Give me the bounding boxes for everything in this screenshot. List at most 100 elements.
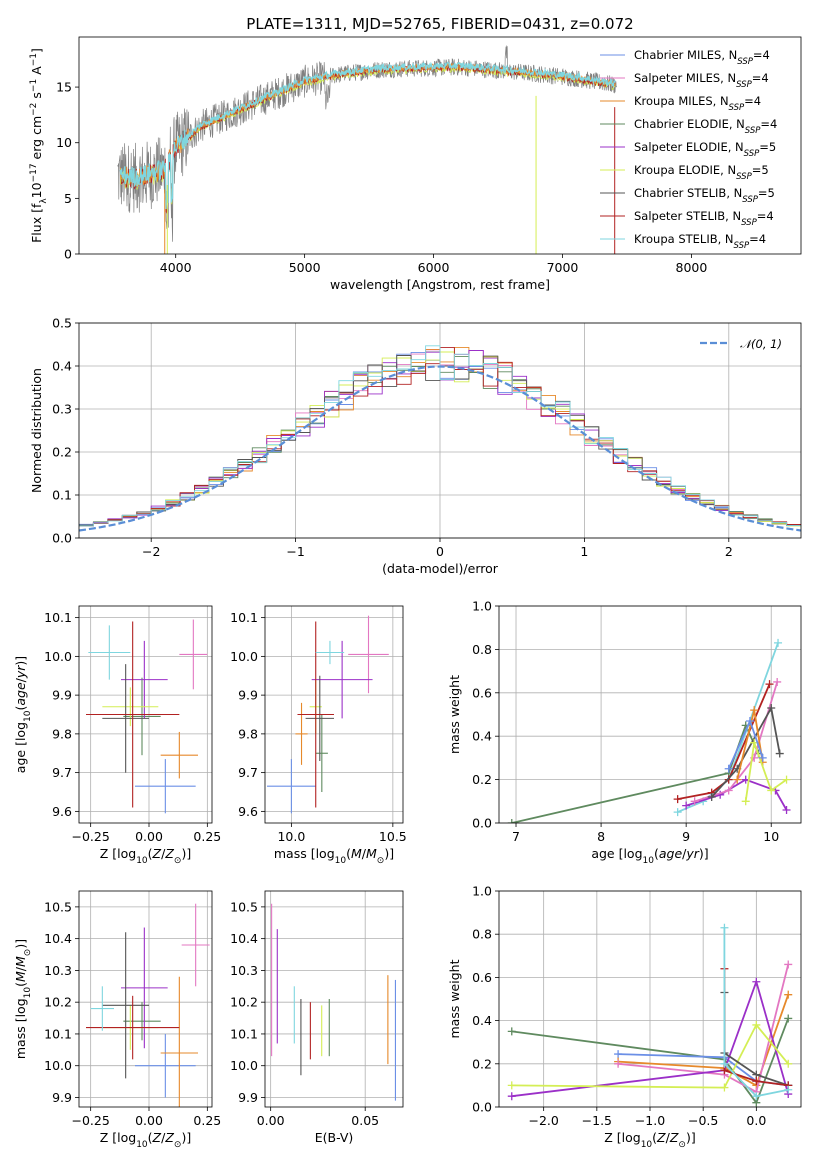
y-tick-label: 9.9: [52, 688, 72, 703]
weight-marker-kroupa_stelib: [673, 808, 682, 817]
y-tick-label: 1.0: [472, 599, 492, 614]
y-tick-label: 10.1: [44, 610, 72, 625]
y-tick-label: 9.8: [238, 726, 258, 741]
y-tick-label: 0.2: [472, 1056, 492, 1071]
x-tick-label: −0.5: [688, 1113, 718, 1128]
plot-area-residuals: [79, 345, 801, 532]
x-tick-label: 0.05: [351, 1113, 379, 1128]
weight-marker-kroupa_elodie: [782, 775, 791, 784]
residual-legend: 𝒩(0, 1): [700, 337, 782, 351]
y-tick-label: 9.7: [52, 765, 72, 780]
x-axis-label: wavelength [Angstrom, rest frame]: [330, 277, 550, 292]
weight-marker-kroupa_stelib: [752, 1092, 761, 1101]
y-tick-label: 10.2: [230, 995, 258, 1010]
weight-line-chabrier_elodie: [511, 723, 760, 823]
axes-frame: [264, 605, 404, 824]
weight-marker-salpeter_stelib: [752, 1077, 761, 1086]
y-tick-label: 1.0: [472, 884, 492, 899]
plot-area-z_age: [86, 619, 208, 814]
y-axis-label: Normed distribution: [29, 368, 44, 493]
x-tick-label: −1.0: [635, 1113, 665, 1128]
axes-frame: [498, 890, 802, 1108]
legend-label: Kroupa STELIB, NSSP=4: [634, 232, 766, 251]
weight-line-kroupa_elodie: [744, 742, 788, 802]
x-axis-label: (data-model)/error: [382, 561, 499, 576]
weight-marker-kroupa_elodie: [784, 1059, 793, 1068]
y-tick-label: 0.2: [472, 772, 492, 787]
weight-marker-kroupa_stelib: [784, 1085, 793, 1094]
legend-label: Chabrier ELODIE, NSSP=4: [634, 117, 777, 136]
x-tick-label: −1.5: [582, 1113, 612, 1128]
weight-marker-chabrier_elodie: [784, 1014, 793, 1023]
weight-marker-kroupa_elodie: [752, 1020, 761, 1029]
y-tick-label: 9.9: [238, 688, 258, 703]
weight-marker-kroupa_miles: [733, 775, 742, 784]
weight-marker-chabrier_miles: [745, 717, 754, 726]
x-axis-label: Z [log10(Z/Z⊙)]: [100, 846, 192, 866]
panel-z_mass: −0.25 0.00 0.25 9.9 10.0 10.1 10.2 10.3 10.4 10.5…: [13, 890, 221, 1150]
x-tick-label: 8000: [676, 260, 708, 275]
panel-z_age: −0.25 0.00 0.25 9.6 9.7 9.8 9.9 10.0 10.1 Z [log1…: [13, 605, 221, 866]
plot-area-age_weight: [507, 638, 791, 823]
weight-marker-chabrier_miles: [758, 753, 767, 762]
x-tick-label: −2.0: [528, 1113, 558, 1128]
axes-frame: [264, 890, 404, 1108]
weight-marker-kroupa_elodie: [507, 1081, 516, 1090]
y-tick-label: 0.0: [52, 531, 72, 546]
y-axis-label: mass weight: [447, 675, 462, 754]
y-axis-label: mass weight: [447, 959, 462, 1038]
weight-marker-kroupa_stelib: [720, 923, 729, 932]
y-tick-label: 0.6: [472, 685, 492, 700]
x-tick-label: 6000: [418, 260, 450, 275]
y-tick-label: 9.7: [238, 765, 258, 780]
x-tick-label: −0.25: [72, 829, 110, 844]
weight-line-chabrier_stelib: [711, 705, 781, 798]
panel-ebv_mass: 0.00 0.05 9.9 10.0 10.1 10.2 10.3 10.4 10.5 E(B-V…: [230, 890, 404, 1145]
weight-marker-kroupa_miles: [784, 990, 793, 999]
axes-frame: [78, 890, 213, 1108]
y-tick-label: 9.9: [238, 1090, 258, 1105]
weight-marker-salpeter_miles: [690, 797, 699, 806]
plot-area-ebv_mass: [271, 903, 396, 1101]
weight-marker-salpeter_miles: [614, 1059, 623, 1068]
weight-marker-kroupa_stelib: [774, 638, 783, 647]
y-tick-label: 9.6: [52, 804, 72, 819]
x-axis-label: mass [log10(M/M⊙)]: [274, 846, 394, 866]
weight-marker-salpeter_miles: [724, 786, 733, 795]
legend-label: Kroupa ELODIE, NSSP=5: [634, 163, 769, 182]
x-tick-label: 0.00: [135, 829, 163, 844]
weight-line-salpeter_elodie: [511, 978, 790, 1098]
x-tick-label: 5000: [289, 260, 321, 275]
y-tick-label: 9.9: [52, 1090, 72, 1105]
weight-line-salpeter_miles: [618, 964, 790, 1094]
x-tick-label: 0.25: [193, 1113, 221, 1128]
panel-mass_age: 10.0 10.5 9.6 9.7 9.8 9.9 10.0 10.1 mass [log10(…: [230, 605, 407, 866]
y-tick-label: 10.0: [44, 1058, 72, 1073]
plot-area-z_weight: [507, 923, 793, 1107]
weight-marker-kroupa_miles: [750, 706, 759, 715]
legend-label: Chabrier MILES, NSSP=4: [634, 48, 770, 67]
x-tick-label: 10.5: [379, 829, 407, 844]
weight-line-kroupa_elodie: [511, 1023, 789, 1089]
axes-frame: [498, 605, 802, 824]
model-spectrum-kroupa_stelib: [119, 61, 616, 210]
y-tick-label: 0.8: [472, 642, 492, 657]
y-tick-label: 0.0: [472, 1100, 492, 1115]
weight-marker-chabrier_miles: [614, 1050, 623, 1059]
y-tick-label: 10.0: [230, 1058, 258, 1073]
y-tick-label: 10.1: [230, 610, 258, 625]
weight-marker-salpeter_miles: [773, 677, 782, 686]
weight-marker-salpeter_elodie: [507, 1092, 516, 1101]
x-tick-label: 7000: [547, 260, 579, 275]
weight-marker-salpeter_elodie: [752, 977, 761, 986]
weight-marker-kroupa_elodie: [720, 1083, 729, 1092]
x-tick-label: 0: [436, 544, 444, 559]
y-tick-label: 0.4: [472, 1013, 492, 1028]
legend-label: 𝒩(0, 1): [740, 337, 782, 351]
y-tick-label: 10.4: [230, 931, 258, 946]
y-tick-label: 0.2: [52, 445, 72, 460]
weight-marker-chabrier_stelib: [767, 703, 776, 712]
legend-label: Chabrier STELIB, NSSP=5: [634, 186, 775, 205]
y-tick-label: 10.1: [230, 1026, 258, 1041]
